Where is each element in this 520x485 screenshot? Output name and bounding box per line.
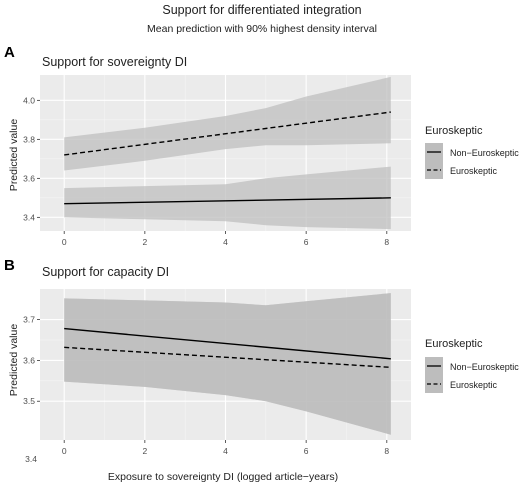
legend-a: Euroskeptic Non−Euroskeptic Euroskeptic [425,125,519,179]
y-tick-label: 3.4 [23,212,35,222]
panel-b-series-euroskeptic [64,346,391,369]
x-tick-label: 2 [142,446,147,456]
panel-a-title: Support for sovereignty DI [42,55,187,69]
y-tick-label: 3.8 [23,134,35,144]
panel-b-title: Support for capacity DI [42,265,169,279]
legend-b-entry-1: Euroskeptic [450,380,498,390]
panel-b-band-1 [64,293,391,435]
figure-title: Support for differentiated integration [162,3,361,17]
panel-b-ylabel: Predicted value [8,324,20,397]
panel-a-series-non-euroskeptic [64,197,391,205]
figure-subtitle: Mean prediction with 90% highest density… [147,23,377,35]
panel-a-tag: A [4,44,15,61]
legend-a-title: Euroskeptic [425,125,483,137]
panel-b-series-non-euroskeptic [64,327,391,360]
legend-a-entry-1: Euroskeptic [450,166,498,176]
y-tick-label: 4.0 [23,95,35,105]
x-tick-label: 4 [223,446,228,456]
panel-a: A Support for sovereignty DI Predicted v… [4,44,411,247]
panel-a-ylabel: Predicted value [8,119,20,192]
x-tick-label: 2 [142,237,147,247]
panel-b: B Support for capacity DI Predicted valu… [4,257,411,483]
legend-b-title: Euroskeptic [425,338,483,350]
legend-b: Euroskeptic Non−Euroskeptic Euroskeptic [425,338,519,393]
x-tick-label: 8 [384,237,389,247]
y-tick-label: 3.6 [23,173,35,183]
x-tick-label: 6 [304,237,309,247]
y-tick-label: 3.7 [23,315,35,325]
x-tick-label: 4 [223,237,228,247]
panel-a-series-euroskeptic [64,111,391,156]
legend-b-entry-0: Non−Euroskeptic [450,362,519,372]
x-tick-label: 6 [304,446,309,456]
x-axis-label: Exposure to sovereignty DI (logged artic… [108,471,338,483]
panel-a-band-0 [64,166,391,230]
x-tick-label: 0 [62,237,67,247]
panel-a-band-1 [64,76,391,171]
y-tick-label: 3.6 [23,355,35,365]
x-tick-label: 8 [384,446,389,456]
y-tick-label: 3.5 [23,396,35,406]
panel-b-tag: B [4,257,15,274]
legend-a-entry-0: Non−Euroskeptic [450,148,519,158]
x-tick-label: 0 [62,446,67,456]
panel-b-extra-tick-label: 3.4 [25,454,37,464]
